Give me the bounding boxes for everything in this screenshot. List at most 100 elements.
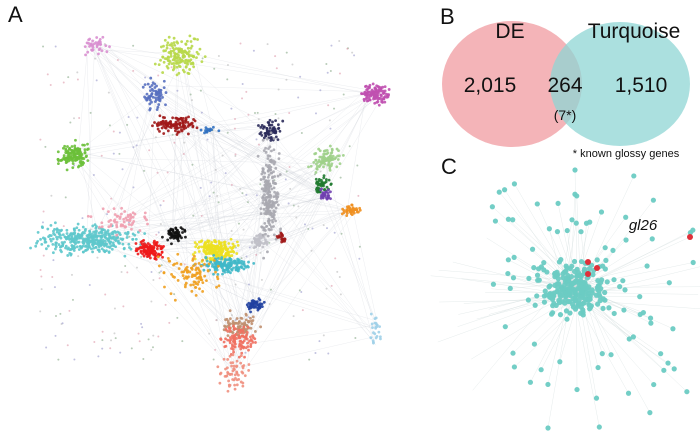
network-node — [249, 316, 252, 320]
network-node — [154, 241, 158, 245]
network-node — [269, 158, 273, 162]
network-node — [132, 146, 135, 149]
network-node — [168, 43, 172, 47]
network-node — [228, 339, 232, 343]
network-node — [183, 263, 186, 266]
network-node — [244, 351, 247, 354]
network-node — [170, 242, 173, 246]
network-node — [39, 310, 42, 313]
network-node — [109, 218, 112, 222]
network-node — [200, 60, 204, 64]
network-node — [143, 169, 146, 172]
network-node — [310, 249, 313, 252]
network-node — [269, 149, 273, 153]
network-node — [212, 253, 216, 257]
network-node — [107, 210, 110, 214]
gene-node — [535, 277, 541, 283]
network-node — [54, 247, 57, 251]
network-node — [341, 207, 345, 211]
network-node — [208, 195, 211, 198]
network-node — [154, 96, 158, 100]
network-node — [248, 339, 251, 343]
network-node — [314, 158, 318, 162]
network-node — [126, 271, 129, 274]
gene-node — [563, 293, 569, 299]
venn-count-de-only: 2,015 — [464, 74, 517, 97]
network-node — [44, 247, 48, 251]
network-node — [262, 175, 266, 179]
network-edge — [148, 253, 261, 308]
network-node — [113, 237, 116, 241]
network-node — [272, 211, 276, 215]
network-node — [320, 178, 323, 182]
network-node — [238, 325, 242, 329]
network-node — [162, 49, 166, 53]
network-node — [185, 123, 188, 126]
coexpression-network-a — [29, 34, 391, 393]
network-node — [224, 248, 228, 252]
network-node — [73, 164, 76, 167]
network-node — [216, 365, 220, 369]
gene-node — [600, 305, 606, 311]
gene-node — [690, 227, 696, 233]
network-node — [154, 136, 157, 139]
network-node — [376, 85, 380, 88]
network-edge — [198, 249, 204, 270]
gene-node — [626, 336, 632, 342]
network-edge — [212, 131, 218, 251]
network-node — [228, 309, 232, 313]
network-node — [203, 55, 207, 59]
network-node — [274, 182, 278, 186]
network-node — [195, 243, 199, 246]
network-node — [241, 384, 245, 388]
network-edge — [219, 193, 270, 251]
gene-node — [538, 367, 544, 373]
network-node — [68, 309, 71, 312]
network-node — [94, 230, 97, 233]
network-node — [162, 132, 166, 135]
network-node — [289, 187, 292, 190]
network-node — [147, 338, 150, 341]
network-node — [155, 247, 159, 251]
network-node — [246, 341, 249, 345]
network-node — [228, 327, 231, 331]
gene-node — [671, 366, 677, 372]
network-node — [102, 244, 106, 248]
network-node — [152, 245, 156, 249]
network-edge — [180, 55, 327, 191]
network-node — [73, 144, 77, 148]
network-node — [101, 228, 104, 232]
network-node — [52, 229, 55, 233]
network-node — [162, 44, 165, 48]
gene-node — [534, 272, 541, 278]
network-node — [237, 373, 240, 377]
network-node — [256, 154, 260, 158]
network-node — [223, 260, 226, 264]
network-node — [244, 312, 248, 316]
network-node — [124, 225, 128, 229]
network-node — [236, 257, 240, 261]
network-node — [180, 129, 184, 133]
network-edge — [106, 163, 335, 246]
network-node — [266, 192, 269, 195]
network-node — [183, 141, 186, 144]
network-node — [177, 49, 181, 53]
network-node — [189, 40, 193, 43]
network-node — [187, 275, 190, 279]
network-node — [268, 123, 272, 127]
network-node — [164, 91, 168, 94]
network-node — [233, 342, 237, 346]
network-node — [219, 246, 223, 250]
gene-node — [534, 201, 540, 207]
network-node — [86, 50, 90, 54]
network-node — [138, 229, 142, 232]
network-node — [213, 266, 217, 270]
network-node — [156, 171, 159, 174]
network-node — [264, 134, 268, 138]
network-node — [174, 122, 178, 125]
network-node — [99, 235, 103, 239]
network-node — [333, 231, 336, 234]
network-node — [259, 183, 262, 186]
network-node — [217, 249, 220, 253]
network-node — [76, 71, 79, 74]
